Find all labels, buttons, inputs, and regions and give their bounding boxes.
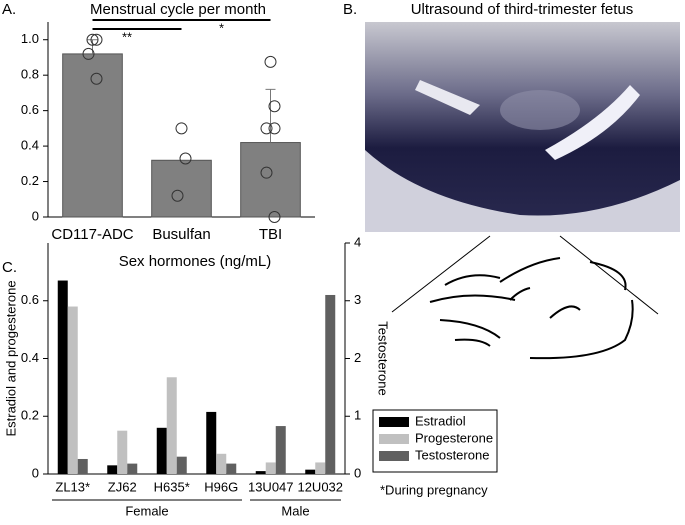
significance-label: * xyxy=(219,20,224,35)
bar xyxy=(117,430,128,474)
data-point xyxy=(90,33,103,46)
y2-tick-label: 3 xyxy=(354,292,361,307)
bar xyxy=(255,471,266,474)
legend-swatch xyxy=(379,434,409,444)
y2-tick-label: 1 xyxy=(354,408,361,423)
y2-axis-label: Testosterone xyxy=(376,321,391,395)
x-tick-label: H96G xyxy=(204,479,238,494)
panel-label: C. xyxy=(2,259,17,276)
x-tick-label: CD117-ADC xyxy=(51,226,133,243)
significance-label: ** xyxy=(122,29,132,44)
x-tick-label: H635* xyxy=(154,479,190,494)
x-tick-label: 12U032 xyxy=(297,479,343,494)
data-point xyxy=(268,211,281,223)
y-tick-label: 0 xyxy=(32,465,39,480)
bar xyxy=(305,469,316,474)
legend-swatch xyxy=(379,451,409,461)
group-label: Female xyxy=(125,503,168,518)
y2-tick-label: 0 xyxy=(354,465,361,480)
data-point xyxy=(268,122,281,135)
y-tick-label: 0.4 xyxy=(21,138,39,153)
legend-swatch xyxy=(379,417,409,427)
y-tick-label: 0 xyxy=(32,208,39,223)
bar xyxy=(206,411,217,474)
fetus-diagram xyxy=(391,235,659,360)
image-title: Ultrasound of third-trimester fetus xyxy=(411,1,634,18)
bar xyxy=(62,53,123,218)
x-tick-label: 13U047 xyxy=(248,479,294,494)
note: *During pregnancy xyxy=(380,482,488,497)
bar xyxy=(67,306,78,474)
bar xyxy=(216,453,227,474)
y-tick-label: 0.4 xyxy=(21,350,39,365)
x-tick-label: TBI xyxy=(259,226,282,243)
bar xyxy=(57,280,68,474)
bar xyxy=(156,427,167,474)
group-label: Male xyxy=(281,503,309,518)
legend-label: Testosterone xyxy=(415,447,489,462)
bar xyxy=(127,463,138,474)
y-axis-label: Estradiol and progesterone xyxy=(3,280,18,436)
data-point xyxy=(82,47,95,60)
y-tick-label: 0.8 xyxy=(21,67,39,82)
data-point xyxy=(179,152,192,165)
y-tick-label: 0.6 xyxy=(21,102,39,117)
bar xyxy=(265,462,276,474)
panel-label: B. xyxy=(343,1,357,18)
y2-tick-label: 2 xyxy=(354,350,361,365)
data-point xyxy=(171,189,184,202)
bar xyxy=(226,463,237,474)
bar xyxy=(176,456,187,474)
y-tick-label: 0.2 xyxy=(21,173,39,188)
panel-label: A. xyxy=(2,1,16,18)
x-tick-label: ZJ62 xyxy=(108,479,137,494)
ultrasound-image xyxy=(365,22,680,232)
bar xyxy=(275,426,286,474)
x-tick-label: Busulfan xyxy=(152,226,210,243)
data-point xyxy=(175,122,188,135)
data-point xyxy=(260,122,273,135)
y-tick-label: 0.2 xyxy=(21,408,39,423)
y-tick-label: 1.0 xyxy=(21,31,39,46)
y2-tick-label: 4 xyxy=(354,234,361,249)
chart-title: Menstrual cycle per month xyxy=(90,1,266,18)
bar xyxy=(325,294,336,474)
chart-title: Sex hormones (ng/mL) xyxy=(119,253,272,270)
legend-label: Progesterone xyxy=(415,430,493,445)
x-tick-label: ZL13* xyxy=(55,479,90,494)
bar xyxy=(77,458,88,474)
data-point xyxy=(86,33,99,46)
data-point xyxy=(268,100,281,113)
data-point xyxy=(90,72,103,85)
y-tick-label: 0.6 xyxy=(21,292,39,307)
legend-label: Estradiol xyxy=(415,413,466,428)
bar xyxy=(107,465,118,474)
bar xyxy=(315,462,326,474)
bar xyxy=(166,377,177,474)
bar xyxy=(240,142,301,218)
data-point xyxy=(260,166,273,179)
data-point xyxy=(264,55,277,68)
bar xyxy=(151,159,212,218)
